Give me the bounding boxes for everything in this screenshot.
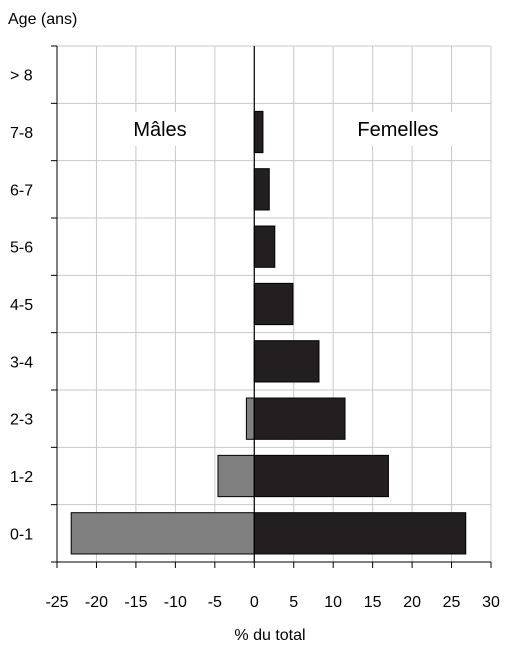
x-tick-label-0: -25 <box>45 594 68 611</box>
labels-layer: 0-1 1-2 2-3 3-4 4-5 5-6 6-7 7-8 > 8 -25 -20 -15 -10 -… <box>10 68 500 611</box>
y-tick-label-67: 6-7 <box>10 182 33 199</box>
bar-females-34 <box>253 340 320 383</box>
axis-layer <box>51 45 492 568</box>
y-tick-label-12: 1-2 <box>10 469 33 486</box>
legend-females: Femelles <box>357 119 438 141</box>
bar-females-56 <box>253 225 276 268</box>
y-tick-label-23: 2-3 <box>10 412 33 429</box>
y-tick-label-34: 3-4 <box>10 354 33 371</box>
y-tick-label-78: 7-8 <box>10 125 33 142</box>
bar-males-01 <box>70 512 255 555</box>
x-axis-title: % du total <box>234 627 305 644</box>
x-tick-label-3: -10 <box>164 594 187 611</box>
x-tick-label-5: 0 <box>250 594 259 611</box>
x-tick-label-2: -15 <box>124 594 147 611</box>
x-tick-label-7: 10 <box>324 594 342 611</box>
x-tick-label-1: -20 <box>85 594 108 611</box>
bar-females-45 <box>253 282 294 326</box>
bar-females-67 <box>253 168 270 211</box>
bar-females-23 <box>253 397 346 440</box>
bar-females-01 <box>253 512 467 555</box>
x-tick-label-11: 30 <box>482 594 500 611</box>
males-label-bg <box>112 112 208 146</box>
bar-females-12 <box>253 454 389 498</box>
x-tick-label-6: 5 <box>289 594 298 611</box>
bar-males-23 <box>245 397 255 440</box>
y-tick-label-56: 5-6 <box>10 240 33 257</box>
x-tick-label-4: -5 <box>208 594 222 611</box>
y-tick-label-8: > 8 <box>10 68 33 85</box>
y-tick-label-45: 4-5 <box>10 297 33 314</box>
x-tick-label-9: 20 <box>403 594 421 611</box>
bar-females-78 <box>253 110 264 154</box>
x-tick-label-10: 25 <box>443 594 461 611</box>
bars-layer <box>70 110 467 555</box>
females-label-bg <box>336 112 460 146</box>
y-tick-label-01: 0-1 <box>10 526 33 543</box>
bar-males-12 <box>217 454 255 498</box>
x-tick-label-8: 15 <box>364 594 382 611</box>
legend-males: Mâles <box>133 119 186 141</box>
y-axis-title: Age (ans) <box>8 11 77 28</box>
